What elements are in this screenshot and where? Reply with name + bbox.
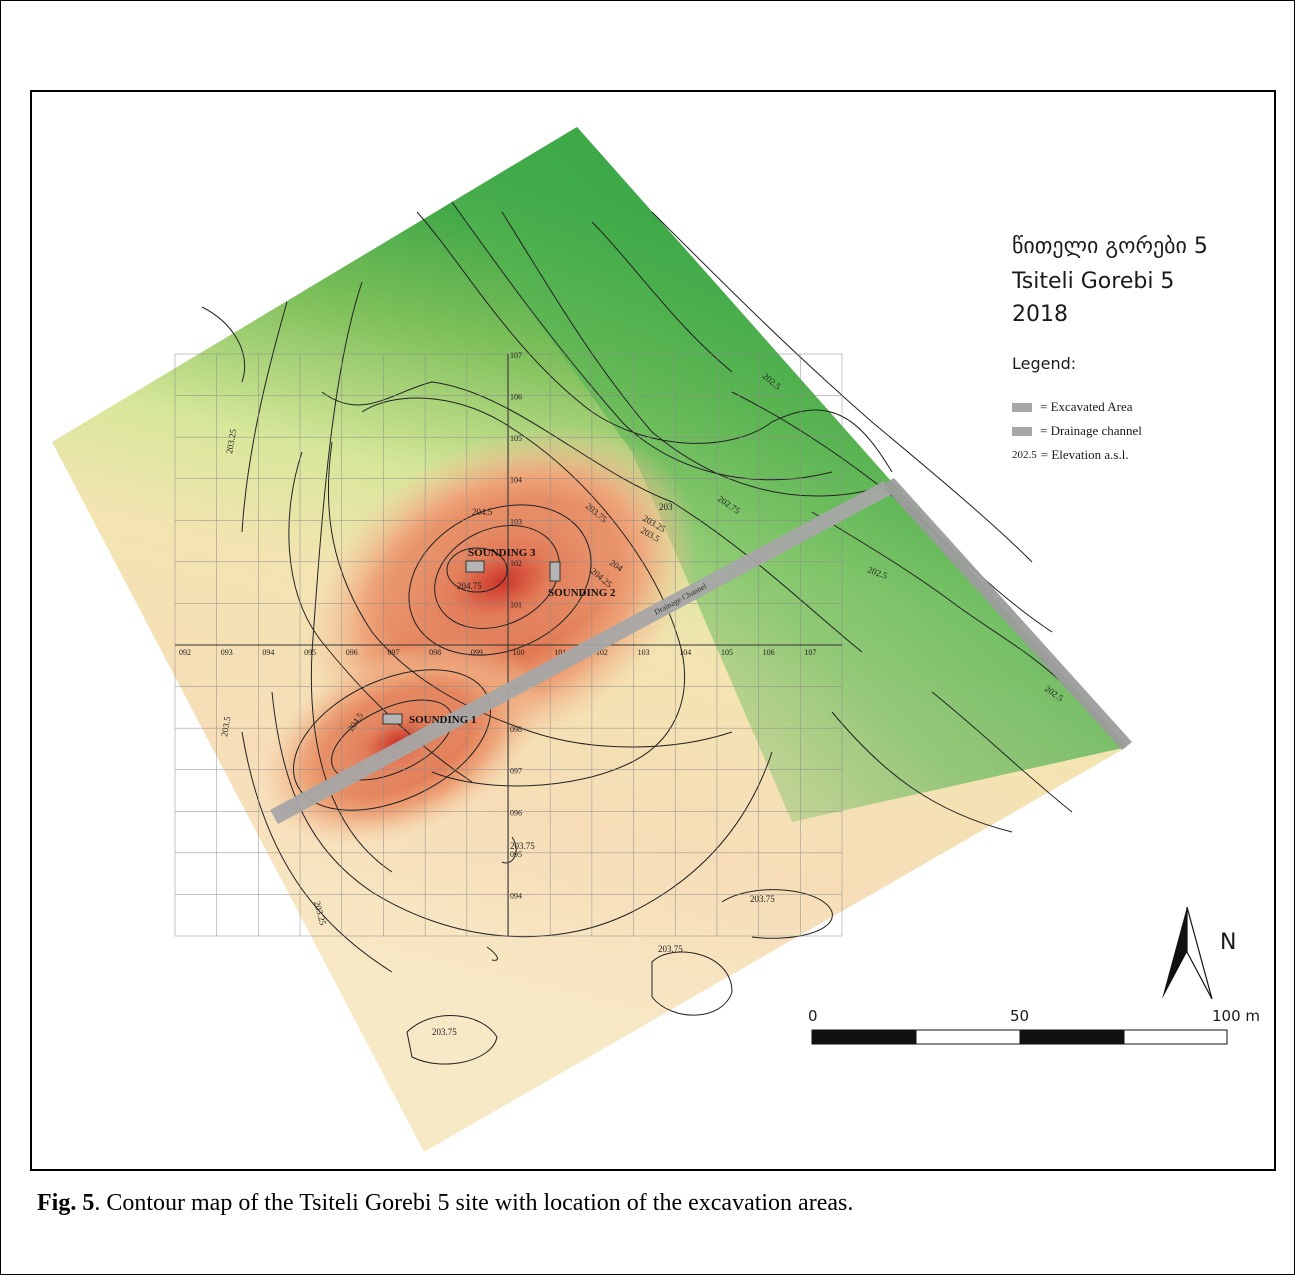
scale-label-start: 0 xyxy=(808,1007,818,1025)
grid-x-label: 097 xyxy=(387,648,399,657)
contour-label: 203.75 xyxy=(658,944,683,954)
grid-x-label: 104 xyxy=(679,648,691,657)
grid-x-label: 095 xyxy=(304,648,316,657)
legend-title: Legend: xyxy=(1012,354,1077,373)
grid-y-label: 097 xyxy=(510,767,522,776)
contour-label: 204.75 xyxy=(457,581,482,591)
sounding-1-area xyxy=(382,713,403,725)
grid-x-label: 100 xyxy=(513,648,525,657)
grid-x-label: 099 xyxy=(471,648,483,657)
grid-x-label: 094 xyxy=(262,648,274,657)
sounding-2-label: SOUNDING 2 xyxy=(548,587,616,599)
contour-label: 203.75 xyxy=(510,841,535,851)
grid-x-label: 098 xyxy=(429,648,441,657)
map-figure: 092 093 094 095 096 097 098 099 100 101 102 103 104 1… xyxy=(30,90,1276,1171)
contour-label: 203.75 xyxy=(750,894,775,904)
north-arrow-icon xyxy=(1162,906,1213,1000)
green-lowland xyxy=(452,127,1127,822)
map-title-georgian: წითელი გორები 5 xyxy=(1012,234,1208,259)
grid-y-label: 106 xyxy=(510,393,522,402)
legend-excavated-area-text: = Excavated Area xyxy=(1040,399,1133,414)
grid-x-label: 102 xyxy=(596,648,608,657)
north-label: N xyxy=(1220,930,1237,955)
legend-excavated-area: = Excavated Area xyxy=(1012,399,1133,415)
sounding-2-area xyxy=(549,561,561,582)
drainage-channel-swatch xyxy=(1012,426,1032,436)
grid-y-label: 107 xyxy=(510,351,522,360)
grid-x-labels: 092 093 094 095 096 097 098 099 100 101 102 103 104 1… xyxy=(179,648,816,657)
contour-label: 204.5 xyxy=(472,507,493,517)
figure-caption-text: . Contour map of the Tsiteli Gorebi 5 si… xyxy=(94,1190,854,1216)
grid-x-label: 105 xyxy=(721,648,733,657)
grid-y-label: 095 xyxy=(510,850,522,859)
legend-elevation-text: = Elevation a.s.l. xyxy=(1040,447,1129,462)
sounding-3-area xyxy=(465,560,485,573)
grid-x-label: 106 xyxy=(763,648,775,657)
legend-drainage-channel: = Drainage channel xyxy=(1012,423,1142,439)
legend-elevation: 202.5 = Elevation a.s.l. xyxy=(1012,447,1129,463)
figure-caption-label: Fig. 5 xyxy=(37,1190,95,1216)
scale-label-end: 100 m xyxy=(1212,1007,1261,1025)
grid-y-label: 105 xyxy=(510,434,522,443)
drainage-channel-edge xyxy=(882,478,1132,750)
sounding-3-label: SOUNDING 3 xyxy=(468,547,536,559)
contour-label: 203.25 xyxy=(224,428,238,455)
grid-y-label: 098 xyxy=(510,725,522,734)
contour-lines xyxy=(201,201,1073,1065)
grid-y-label: 101 xyxy=(510,600,522,609)
grid-y-label: 102 xyxy=(510,559,522,568)
contour-label: 203.75 xyxy=(432,1027,457,1037)
grid-axes xyxy=(175,354,842,936)
map-title-latin: Tsiteli Gorebi 5 xyxy=(1012,269,1175,294)
contour-label: 203.5 xyxy=(219,715,232,737)
grid-y-label: 094 xyxy=(510,891,522,900)
grid-x-label: 093 xyxy=(221,648,233,657)
contour-map: 092 093 094 095 096 097 098 099 100 101 102 103 104 1… xyxy=(52,127,1228,1152)
grid-x-label: 107 xyxy=(804,648,816,657)
grid-x-label: 096 xyxy=(346,648,358,657)
grid-x-label: 101 xyxy=(554,648,566,657)
scale-label-mid: 50 xyxy=(1010,1007,1030,1025)
excavated-area-swatch xyxy=(1012,402,1032,412)
legend-drainage-channel-text: = Drainage channel xyxy=(1040,423,1142,438)
grid-y-label: 104 xyxy=(510,476,522,485)
grid-y-label: 096 xyxy=(510,808,522,817)
sounding-1-label: SOUNDING 1 xyxy=(409,714,477,726)
scale-bar xyxy=(811,1029,1228,1045)
contour-label: 203 xyxy=(659,502,673,512)
grid-y-label: 103 xyxy=(510,517,522,526)
grid-x-label: 103 xyxy=(638,648,650,657)
drainage-channel-main xyxy=(270,481,892,824)
figure-caption: Fig. 5. Contour map of the Tsiteli Goreb… xyxy=(37,1190,853,1217)
grid-x-label: 092 xyxy=(179,648,191,657)
legend-elevation-key: 202.5 xyxy=(1012,449,1037,461)
map-year: 2018 xyxy=(1012,302,1068,327)
